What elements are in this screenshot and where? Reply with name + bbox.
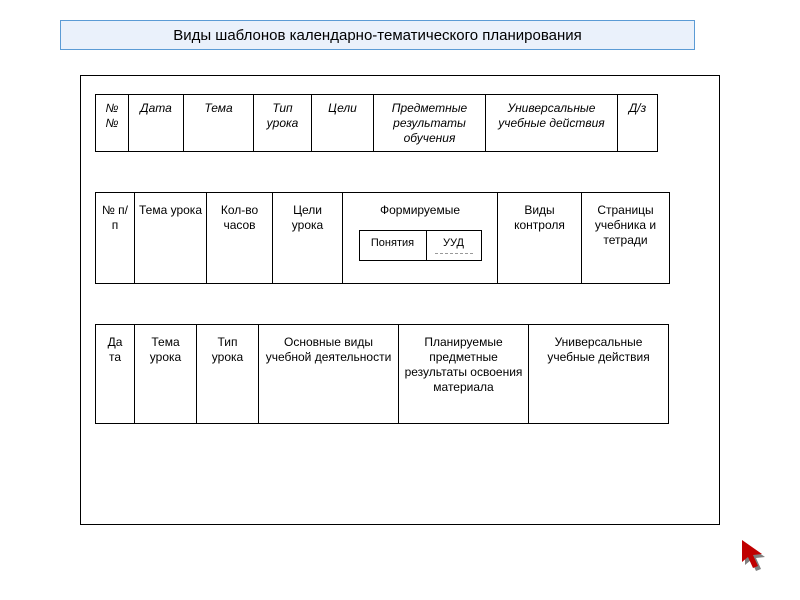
t1-col-subject-results: Предметные результаты обучения: [374, 94, 486, 152]
t1-col-topic: Тема: [184, 94, 254, 152]
t1-col-date: Дата: [129, 94, 184, 152]
t2-col-topic: Тема урока: [135, 192, 207, 284]
t2-sub-concepts: Понятия: [359, 230, 427, 261]
title-text: Виды шаблонов календарно-тематического п…: [173, 27, 582, 44]
t2-sub-uud: УУД: [427, 230, 482, 261]
t1-col-goals: Цели: [312, 94, 374, 152]
t2-col-goals: Цели урока: [273, 192, 343, 284]
t2-sub-uud-label: УУД: [443, 237, 464, 249]
t1-col-lesson-type: Тип урока: [254, 94, 312, 152]
t2-col-pages: Страницы учебника и тетради: [582, 192, 670, 284]
t3-col-lesson-type: Тип урока: [197, 324, 259, 424]
t2-col-control: Виды контроля: [498, 192, 582, 284]
template-1: № № Дата Тема Тип урока Цели Предметные …: [95, 94, 705, 152]
t1-col-universal-actions: Универсальные учебные действия: [486, 94, 618, 152]
t1-col-number: № №: [95, 94, 129, 152]
t2-col-formed: Формируемые Понятия УУД: [343, 192, 498, 284]
t3-col-date: Да та: [95, 324, 135, 424]
t2-formed-label: Формируемые: [380, 203, 460, 218]
t3-col-planned-results: Планируемые предметные результаты освоен…: [399, 324, 529, 424]
t3-col-universal-actions: Универсальные учебные действия: [529, 324, 669, 424]
uud-underline: [435, 253, 473, 254]
t2-col-hours: Кол-во часов: [207, 192, 273, 284]
t2-col-number: № п/п: [95, 192, 135, 284]
page-title: Виды шаблонов календарно-тематического п…: [60, 20, 695, 50]
t3-col-topic: Тема урока: [135, 324, 197, 424]
t2-subrow: Понятия УУД: [359, 230, 482, 261]
t3-col-activities: Основные виды учебной деятельности: [259, 324, 399, 424]
t1-col-homework: Д/з: [618, 94, 658, 152]
templates-frame: № № Дата Тема Тип урока Цели Предметные …: [80, 75, 720, 525]
template-3: Да та Тема урока Тип урока Основные виды…: [95, 324, 705, 424]
cursor-arrow-icon: [736, 536, 772, 572]
template-2: № п/п Тема урока Кол-во часов Цели урока…: [95, 192, 705, 284]
